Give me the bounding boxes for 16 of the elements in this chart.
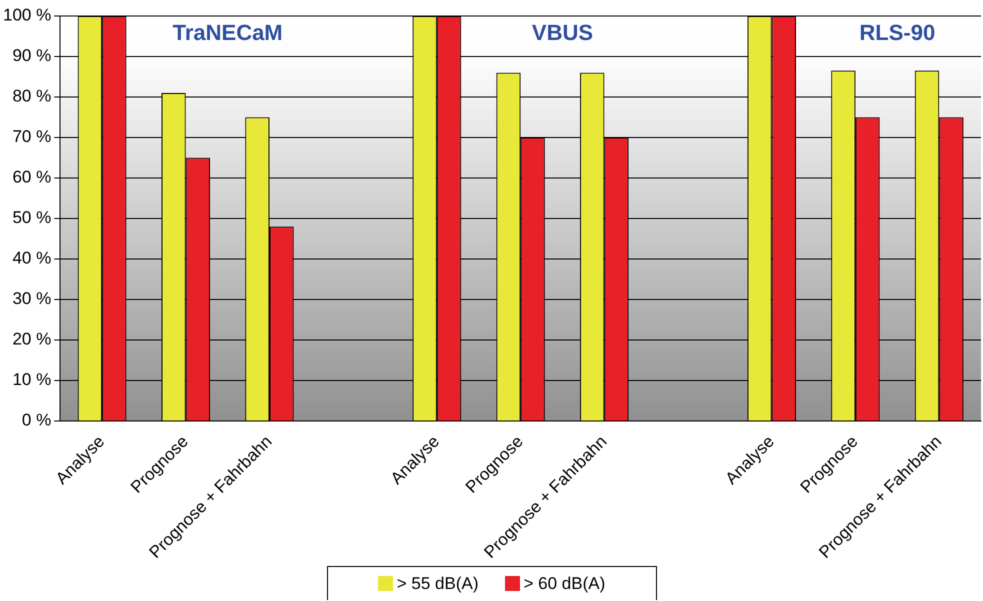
y-tick-label: 10 % <box>12 370 52 390</box>
y-tick-label: 30 % <box>12 289 52 308</box>
y-tick-label: 80 % <box>12 86 52 106</box>
legend-label: > 60 dB(A) <box>524 574 606 594</box>
y-tick-label: 40 % <box>12 248 52 268</box>
y-tick-label: 90 % <box>12 46 52 66</box>
y-tick-label: 20 % <box>12 330 52 349</box>
annotation: RLS-90 <box>859 20 936 46</box>
annotation: TraNECaM <box>172 20 283 46</box>
annotation: VBUS <box>532 20 594 46</box>
y-tick-label: 50 % <box>12 208 52 228</box>
legend-label: > 55 dB(A) <box>396 574 478 594</box>
y-tick-label: 0 % <box>22 410 52 430</box>
y-tick-label: 60 % <box>12 168 52 187</box>
y-tick-label: 70 % <box>12 127 52 146</box>
y-tick-label: 100 % <box>3 6 52 25</box>
